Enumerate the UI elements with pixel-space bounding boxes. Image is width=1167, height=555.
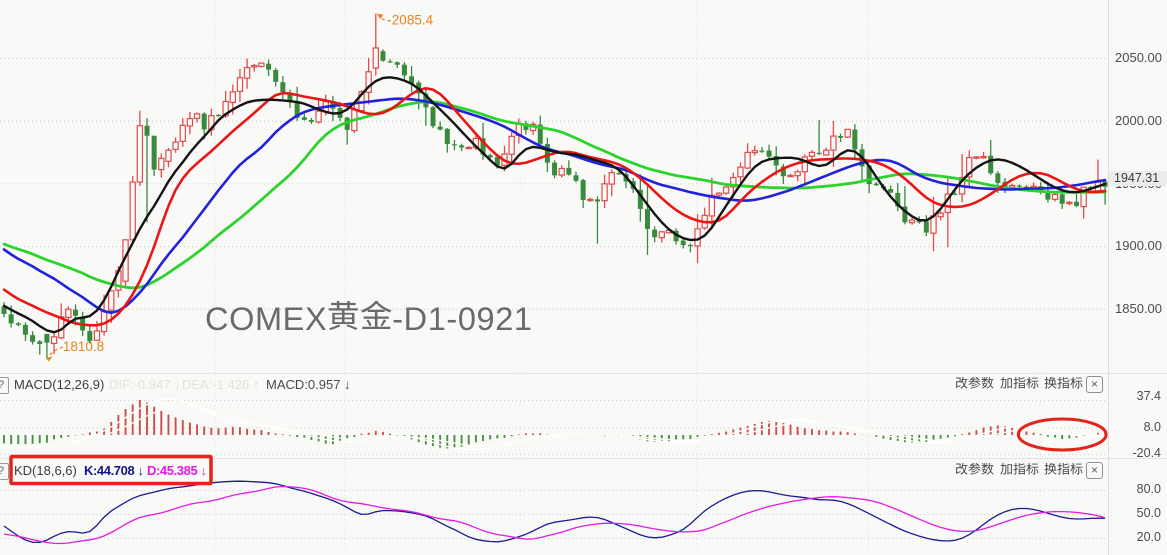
cjk-glyph — [1057, 463, 1070, 476]
ma-line-MA-mid-red — [2, 87, 1107, 327]
dif-line — [4, 398, 1106, 451]
macd-ellipse-annotation — [1016, 417, 1108, 452]
macd-tick-mid: 8.0 — [1143, 420, 1161, 434]
kd-gridlines — [0, 490, 1108, 539]
cjk-glyph — [360, 301, 392, 330]
kd-indicator-name[interactable]: KD(18,6,6) — [14, 463, 77, 478]
cjk-glyph — [1044, 463, 1057, 476]
cjk-glyph — [1026, 463, 1039, 476]
price-tick-1900: 1900.00 — [1115, 238, 1162, 253]
kd-help-icon[interactable]: ? — [0, 463, 9, 480]
kd-header-box-annotation — [9, 454, 213, 486]
macd-switch-indicator-button[interactable] — [1044, 377, 1083, 393]
dif-down-arrow-icon: ↓ — [174, 377, 181, 392]
dif-label: DIF:-0.947 — [109, 377, 171, 392]
dea-line — [4, 405, 1106, 448]
kd-tick-80: 80.0 — [1136, 482, 1161, 496]
macd-dea-value: DEA:-1.426 ↑ — [182, 377, 259, 393]
cjk-glyph — [955, 463, 968, 476]
macd-gridlines — [0, 399, 1108, 456]
cjk-glyph — [1000, 377, 1012, 390]
cjk-glyph — [968, 377, 981, 390]
kd-d-value: D:45.385 ↓ — [147, 463, 207, 479]
d-value-label: D:45.385 — [147, 463, 198, 478]
cjk-glyph — [1013, 463, 1026, 476]
d-line — [3, 485, 1106, 545]
kd-change-params-button[interactable] — [955, 463, 994, 479]
macd-add-indicator-button[interactable] — [1000, 377, 1039, 393]
macd-close-button[interactable]: × — [1086, 376, 1103, 393]
price-tick-1850: 1850.00 — [1115, 301, 1162, 316]
cjk-glyph — [1013, 377, 1026, 390]
cjk-glyph — [981, 377, 994, 390]
cjk-glyph — [968, 463, 981, 476]
price-gridlines — [0, 58, 1108, 310]
candlestick-series — [1, 13, 1108, 358]
kd-tick-20: 20.0 — [1136, 530, 1161, 544]
svg-text:2085.4: 2085.4 — [392, 13, 434, 28]
chart-title: COMEX -D1-0921 — [205, 301, 533, 337]
k-down-arrow-icon: ↓ — [137, 463, 145, 478]
macd-histogram — [3, 400, 1107, 449]
d-down-arrow-icon: ↓ — [200, 463, 208, 478]
price-tick-2000: 2000.00 — [1115, 113, 1162, 128]
macd-tick-low: -20.4 — [1132, 446, 1162, 460]
high-price-annotation: 2085.4 — [376, 13, 434, 28]
macd-macd-value: MACD:0.957 ↓ — [266, 377, 351, 393]
kd-close-button[interactable]: × — [1086, 462, 1103, 479]
cjk-glyph — [981, 463, 994, 476]
macd-tick-high: 37.4 — [1136, 389, 1161, 403]
ma-line-MA-slowest-green — [2, 100, 1107, 290]
cjk-glyph — [329, 301, 359, 331]
macd-help-icon[interactable]: ? — [0, 377, 9, 394]
dea-up-arrow-icon: ↑ — [252, 377, 260, 392]
cjk-glyph — [955, 377, 968, 390]
last-price-tag: 1947.31 — [1109, 170, 1167, 186]
cjk-glyph — [1070, 377, 1083, 390]
macd-change-params-button[interactable] — [955, 377, 994, 393]
macd-value-label: MACD:0.957 — [266, 377, 341, 392]
kd-switch-indicator-button[interactable] — [1044, 463, 1083, 479]
cjk-glyph — [1000, 463, 1012, 476]
kd-tick-50: 50.0 — [1136, 506, 1161, 520]
vertical-gridlines — [214, 0, 1041, 555]
k-value-label: K:44.708 — [84, 463, 135, 478]
macd-dif-value: DIF:-0.947 ↓ — [109, 377, 181, 393]
cjk-glyph — [1070, 463, 1083, 476]
dea-label: DEA:-1.426 — [182, 377, 250, 392]
k-line — [3, 480, 1106, 544]
cjk-glyph — [1044, 377, 1057, 390]
macd-indicator-name[interactable]: MACD(12,26,9) — [14, 377, 105, 392]
price-tick-2050: 2050.00 — [1115, 50, 1162, 65]
kd-k-value: K:44.708 ↓ — [84, 463, 144, 479]
cjk-glyph — [1057, 377, 1070, 390]
ma-line-MA-fast-black — [2, 76, 1107, 334]
macd-down-arrow-icon: ↓ — [344, 377, 351, 392]
svg-text:1810.8: 1810.8 — [63, 339, 104, 354]
cjk-glyph — [1026, 377, 1039, 390]
kd-add-indicator-button[interactable] — [1000, 463, 1039, 479]
